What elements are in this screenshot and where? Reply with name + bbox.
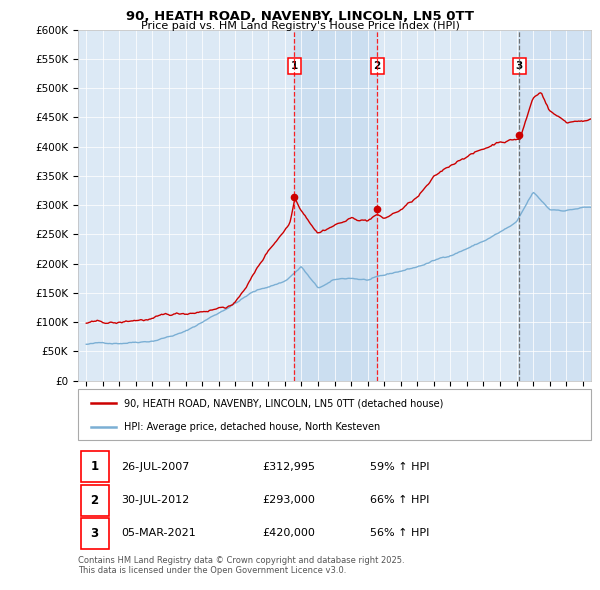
Text: 2: 2 — [91, 493, 99, 507]
Text: £293,000: £293,000 — [263, 495, 316, 505]
Text: Contains HM Land Registry data © Crown copyright and database right 2025.
This d: Contains HM Land Registry data © Crown c… — [78, 556, 404, 575]
Text: 3: 3 — [516, 61, 523, 71]
Text: 56% ↑ HPI: 56% ↑ HPI — [370, 528, 430, 538]
FancyBboxPatch shape — [78, 389, 591, 440]
Text: 2: 2 — [374, 61, 381, 71]
Text: 05-MAR-2021: 05-MAR-2021 — [122, 528, 196, 538]
Text: 30-JUL-2012: 30-JUL-2012 — [122, 495, 190, 505]
Text: 90, HEATH ROAD, NAVENBY, LINCOLN, LN5 0TT: 90, HEATH ROAD, NAVENBY, LINCOLN, LN5 0T… — [126, 10, 474, 23]
Text: 3: 3 — [91, 526, 99, 540]
Text: Price paid vs. HM Land Registry's House Price Index (HPI): Price paid vs. HM Land Registry's House … — [140, 21, 460, 31]
FancyBboxPatch shape — [80, 517, 109, 549]
FancyBboxPatch shape — [80, 451, 109, 483]
Text: 1: 1 — [91, 460, 99, 474]
Bar — [520, 30, 591, 381]
Bar — [294, 30, 377, 381]
Text: 26-JUL-2007: 26-JUL-2007 — [122, 462, 190, 472]
Text: HPI: Average price, detached house, North Kesteven: HPI: Average price, detached house, Nort… — [124, 421, 380, 431]
Text: £312,995: £312,995 — [263, 462, 316, 472]
Text: 66% ↑ HPI: 66% ↑ HPI — [370, 495, 430, 505]
Text: 90, HEATH ROAD, NAVENBY, LINCOLN, LN5 0TT (detached house): 90, HEATH ROAD, NAVENBY, LINCOLN, LN5 0T… — [124, 398, 443, 408]
Text: 59% ↑ HPI: 59% ↑ HPI — [370, 462, 430, 472]
Text: £420,000: £420,000 — [263, 528, 316, 538]
Text: 1: 1 — [290, 61, 298, 71]
FancyBboxPatch shape — [80, 484, 109, 516]
